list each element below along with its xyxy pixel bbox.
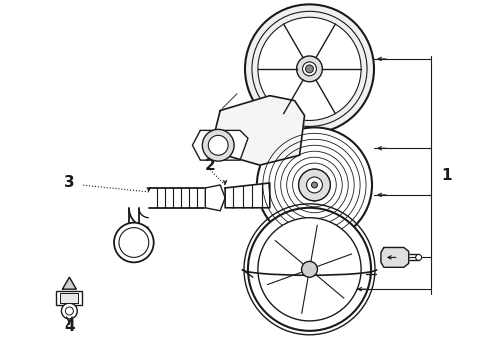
Circle shape xyxy=(312,182,318,188)
Text: 2: 2 xyxy=(205,158,216,172)
Circle shape xyxy=(258,17,361,121)
Circle shape xyxy=(258,218,361,321)
Polygon shape xyxy=(225,183,270,208)
Circle shape xyxy=(298,169,330,201)
Text: 3: 3 xyxy=(64,175,74,190)
Circle shape xyxy=(416,255,421,260)
Polygon shape xyxy=(62,277,76,289)
Circle shape xyxy=(257,127,372,243)
Circle shape xyxy=(61,303,77,319)
Polygon shape xyxy=(205,185,225,211)
Circle shape xyxy=(208,135,228,155)
Circle shape xyxy=(307,177,322,193)
Polygon shape xyxy=(215,96,305,165)
Circle shape xyxy=(220,111,240,130)
Circle shape xyxy=(245,4,374,133)
Circle shape xyxy=(306,65,314,73)
Circle shape xyxy=(114,223,154,262)
Circle shape xyxy=(301,261,318,277)
Circle shape xyxy=(225,116,235,125)
Circle shape xyxy=(248,208,371,331)
Text: 1: 1 xyxy=(441,167,452,183)
Bar xyxy=(56,291,82,305)
Polygon shape xyxy=(193,130,248,160)
Polygon shape xyxy=(222,138,238,145)
Circle shape xyxy=(302,62,317,76)
Circle shape xyxy=(296,56,322,82)
Bar xyxy=(60,293,78,303)
Circle shape xyxy=(202,129,234,161)
Text: 4: 4 xyxy=(64,319,74,334)
Polygon shape xyxy=(381,247,409,267)
